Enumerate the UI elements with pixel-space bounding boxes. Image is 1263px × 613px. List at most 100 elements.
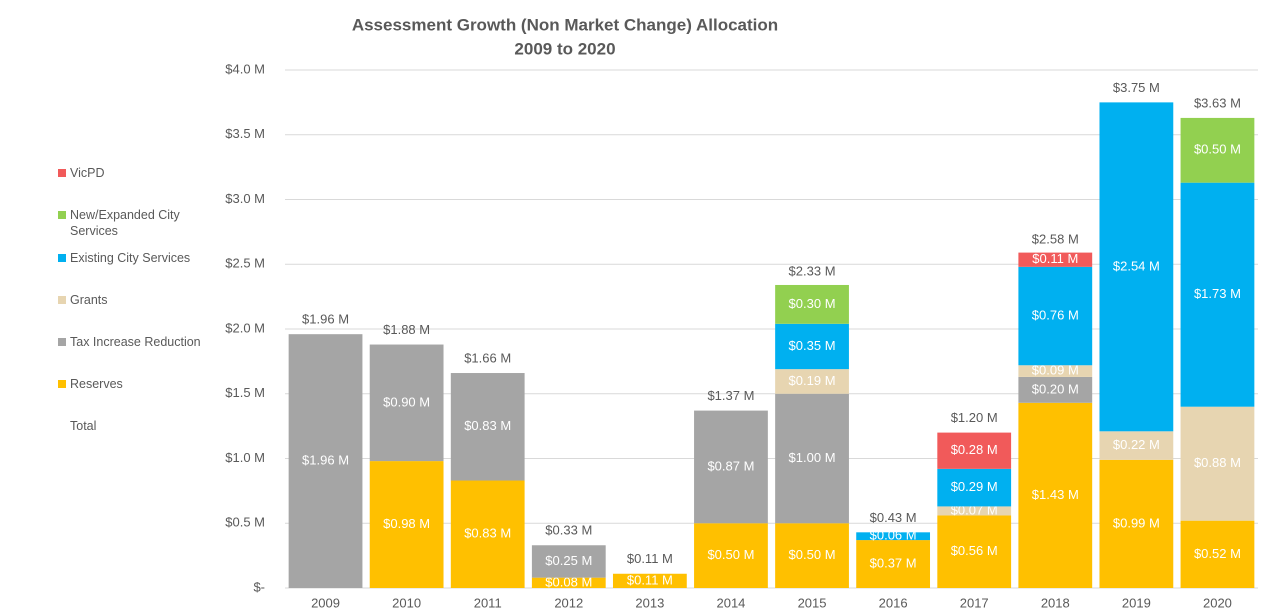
total-label: $1.66 M — [464, 350, 511, 365]
bar-segment — [1018, 365, 1093, 377]
bar-segment — [1099, 431, 1174, 460]
data-label: $0.22 M — [1113, 437, 1160, 452]
bar-segment — [775, 369, 849, 394]
data-label: $0.28 M — [951, 442, 998, 457]
legend-item: Existing City Services — [58, 250, 208, 266]
data-label: $1.43 M — [1032, 487, 1079, 502]
x-tick-label: 2020 — [1203, 595, 1232, 610]
data-label: $0.50 M — [789, 547, 836, 562]
y-tick-label: $1.5 M — [225, 385, 265, 400]
data-label: $0.09 M — [1032, 363, 1079, 378]
y-tick-label: $3.5 M — [225, 126, 265, 141]
data-label: $0.98 M — [383, 516, 430, 531]
y-tick-label: $4.0 M — [225, 61, 265, 76]
total-label: $1.37 M — [707, 388, 754, 403]
data-label: $0.88 M — [1194, 455, 1241, 470]
total-label: $0.33 M — [545, 523, 592, 538]
legend-swatch — [58, 211, 66, 219]
data-label: $0.35 M — [789, 338, 836, 353]
bar-segment — [775, 523, 849, 588]
bar-segment — [694, 523, 768, 588]
total-label: $2.33 M — [789, 264, 836, 279]
y-tick-label: $0.5 M — [225, 515, 265, 530]
data-label: $1.00 M — [789, 450, 836, 465]
total-label: $0.11 M — [627, 551, 673, 566]
bar-segment — [1180, 117, 1255, 183]
x-tick-label: 2013 — [635, 595, 664, 610]
data-label: $0.06 M — [870, 528, 917, 543]
data-label: $0.83 M — [464, 418, 511, 433]
bar-segment — [1018, 266, 1093, 366]
data-label: $0.99 M — [1113, 515, 1160, 530]
legend-item: Grants — [58, 292, 208, 308]
bar-segment — [694, 410, 768, 524]
legend-label: Reserves — [70, 377, 123, 391]
legend-label: Tax Increase Reduction — [70, 335, 201, 349]
total-label: $2.58 M — [1032, 231, 1079, 246]
legend-label: New/Expanded City Services — [70, 208, 180, 238]
data-label: $0.30 M — [789, 296, 836, 311]
data-label: $0.08 M — [545, 574, 592, 589]
bar-segment — [1180, 520, 1255, 588]
y-tick-label: $3.0 M — [225, 191, 265, 206]
bar-segment — [856, 540, 931, 588]
legend-item: Tax Increase Reduction — [58, 334, 208, 350]
y-tick-label: $2.0 M — [225, 320, 265, 335]
total-label: $1.88 M — [383, 322, 430, 337]
bar-segment — [775, 284, 849, 324]
data-label: $0.29 M — [951, 479, 998, 494]
bar-segment — [1180, 182, 1255, 407]
total-label: $1.96 M — [302, 312, 349, 327]
legend-swatch — [58, 380, 66, 388]
data-label: $0.76 M — [1032, 307, 1079, 322]
y-tick-label: $2.5 M — [225, 256, 265, 271]
bar-segment — [775, 393, 849, 524]
total-label: $3.63 M — [1194, 95, 1241, 110]
chart-title: Assessment Growth (Non Market Change) Al… — [352, 15, 778, 34]
data-label: $0.50 M — [707, 547, 754, 562]
data-label: $0.56 M — [951, 543, 998, 558]
data-label: $1.96 M — [302, 453, 349, 468]
bar-segment — [450, 373, 525, 481]
data-label: $0.50 M — [1194, 142, 1241, 157]
bar-segment — [1018, 252, 1093, 267]
bar-segment — [612, 573, 687, 588]
bar-segment — [1099, 102, 1174, 432]
bar-segment — [369, 344, 444, 462]
x-tick-label: 2018 — [1041, 595, 1070, 610]
legend-label: Total — [70, 419, 97, 433]
bar-segment — [1099, 459, 1174, 588]
data-label: $2.54 M — [1113, 258, 1160, 273]
legend-swatch — [58, 169, 66, 177]
bar-segment — [937, 468, 1012, 507]
total-label: $1.20 M — [951, 410, 998, 425]
bar-segment — [937, 432, 1012, 469]
chart-subtitle: 2009 to 2020 — [514, 39, 615, 58]
legend-swatch — [58, 338, 66, 346]
legend-item: Reserves — [58, 376, 208, 392]
bar-segment — [1018, 402, 1093, 588]
legend-label: Grants — [70, 293, 108, 307]
y-tick-label: $- — [253, 579, 265, 594]
x-tick-label: 2010 — [392, 595, 421, 610]
data-label: $0.87 M — [707, 458, 754, 473]
legend-item: Total — [58, 418, 208, 434]
total-label: $0.43 M — [870, 510, 917, 525]
data-label: $0.52 M — [1194, 546, 1241, 561]
bar-segment — [937, 515, 1012, 588]
bar-segment — [1180, 406, 1255, 521]
legend-item: New/Expanded City Services — [58, 207, 208, 239]
legend-swatch — [58, 296, 66, 304]
total-label: $3.75 M — [1113, 80, 1160, 95]
bar-segment — [775, 323, 849, 370]
x-tick-label: 2014 — [716, 595, 745, 610]
legend-label: Existing City Services — [70, 251, 191, 265]
bar-segment — [288, 334, 363, 588]
data-label: $0.20 M — [1032, 381, 1079, 396]
bar-segment — [450, 480, 525, 588]
bar-segment — [369, 461, 444, 588]
data-label: $1.73 M — [1194, 286, 1241, 301]
x-tick-label: 2016 — [879, 595, 908, 610]
bar-segment — [937, 506, 1012, 516]
